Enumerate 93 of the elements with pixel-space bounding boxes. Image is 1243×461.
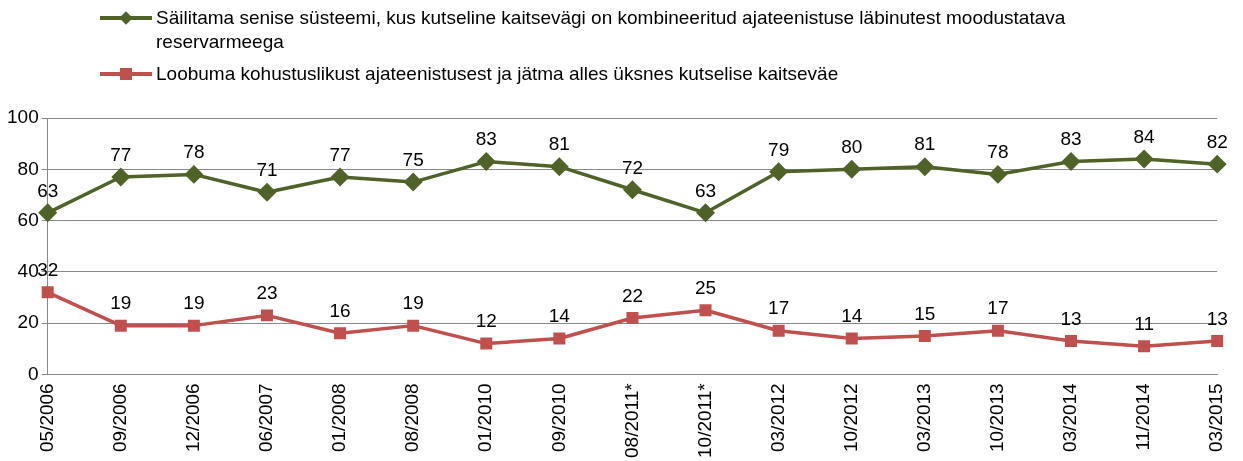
x-tick-label: 11/2014 (1132, 382, 1154, 451)
data-label: 32 (37, 259, 59, 281)
x-tick-label: 03/2013 (913, 383, 935, 453)
point (38, 204, 57, 222)
x-tick-label: 03/2014 (1059, 382, 1081, 453)
point (991, 324, 1004, 337)
data-label: 13 (1060, 307, 1082, 329)
point (331, 168, 349, 186)
data-label: 78 (987, 141, 1009, 163)
data-label: 25 (694, 276, 717, 298)
point (187, 319, 200, 332)
data-label: 22 (621, 284, 644, 306)
point (769, 163, 788, 181)
y-tick-label: 40 (17, 260, 39, 282)
data-label: 77 (329, 143, 351, 165)
data-label: 19 (183, 292, 205, 314)
data-label: 23 (256, 282, 278, 304)
point (334, 327, 347, 340)
legend-label: Loobuma kohustuslikust ajateenistusest ja jätma alles üksnes kutselise kaitseväe (156, 62, 839, 86)
data-label: 14 (841, 305, 863, 327)
x-tick-label: 01/2010 (474, 383, 496, 453)
data-label: 81 (914, 133, 936, 155)
data-label: 82 (1206, 130, 1228, 152)
y-tick-label: 60 (17, 208, 39, 230)
x-tick-label: 09/2010 (547, 383, 569, 453)
x-tick-label: 03/2015 (1205, 383, 1227, 453)
point (842, 160, 861, 179)
data-label: 13 (1206, 307, 1228, 329)
point (477, 152, 496, 171)
data-label: 12 (475, 310, 497, 332)
point (112, 168, 130, 186)
data-label: 19 (110, 292, 132, 314)
data-label: 11 (1134, 312, 1154, 334)
point (623, 181, 642, 199)
point (772, 324, 785, 337)
point (185, 165, 203, 184)
point (258, 183, 276, 202)
x-tick-label: 12/2006 (182, 383, 204, 453)
y-tick-label: 80 (17, 157, 39, 179)
x-tick-label: 01/2008 (328, 383, 350, 453)
y-tick-label: 20 (17, 311, 39, 333)
data-label: 78 (183, 141, 205, 163)
x-tick-label: 05/2006 (35, 383, 57, 453)
data-label: 83 (1060, 128, 1082, 150)
point (260, 309, 273, 322)
data-label: 84 (1133, 125, 1156, 147)
data-label: 71 (256, 159, 278, 181)
x-tick-label: 10/2012 (839, 383, 861, 453)
point (1208, 155, 1226, 173)
point (1065, 335, 1078, 348)
data-label: 63 (37, 179, 59, 201)
point (407, 319, 420, 332)
point (916, 157, 934, 176)
legend-label: Säilitama senise süsteemi, kus kutseline kaitsevägi on kombineeritud ajateenistuse läbinutest moodustatava reservarmeega (156, 6, 1067, 54)
data-label: 81 (548, 133, 570, 155)
data-label: 14 (548, 305, 571, 327)
data-label: 63 (694, 179, 717, 201)
data-label: 77 (110, 143, 132, 165)
x-tick-label: 08/2011* (620, 382, 642, 459)
point (114, 319, 127, 332)
data-label: 17 (768, 297, 790, 319)
data-label: 72 (621, 156, 644, 178)
x-tick-label: 08/2008 (401, 383, 423, 453)
point (918, 329, 931, 342)
data-label: 19 (402, 292, 424, 314)
x-tick-label: 09/2006 (109, 383, 131, 453)
point (480, 337, 493, 350)
y-tick-label: 100 (7, 106, 39, 128)
point (626, 311, 639, 324)
x-tick-label: 10/2011* (693, 382, 715, 459)
data-label: 79 (768, 138, 790, 160)
point (845, 332, 858, 345)
point (553, 332, 566, 345)
x-tick-label: 03/2012 (766, 383, 788, 453)
data-label: 75 (402, 148, 424, 170)
data-label: 17 (987, 297, 1009, 319)
point (699, 304, 712, 317)
x-tick-label: 10/2013 (986, 383, 1008, 453)
data-label: 83 (475, 128, 497, 150)
data-label: 80 (841, 136, 863, 157)
point (696, 204, 715, 222)
data-label: 15 (914, 302, 936, 324)
point (404, 173, 422, 191)
point (1138, 340, 1151, 353)
point (41, 286, 54, 299)
y-tick-label: 0 (28, 362, 39, 384)
point (1135, 150, 1153, 168)
point (550, 157, 569, 176)
data-label: 16 (329, 300, 351, 322)
point (1211, 335, 1224, 348)
point (1062, 152, 1080, 171)
point (989, 165, 1007, 184)
x-tick-label: 06/2007 (255, 383, 277, 453)
